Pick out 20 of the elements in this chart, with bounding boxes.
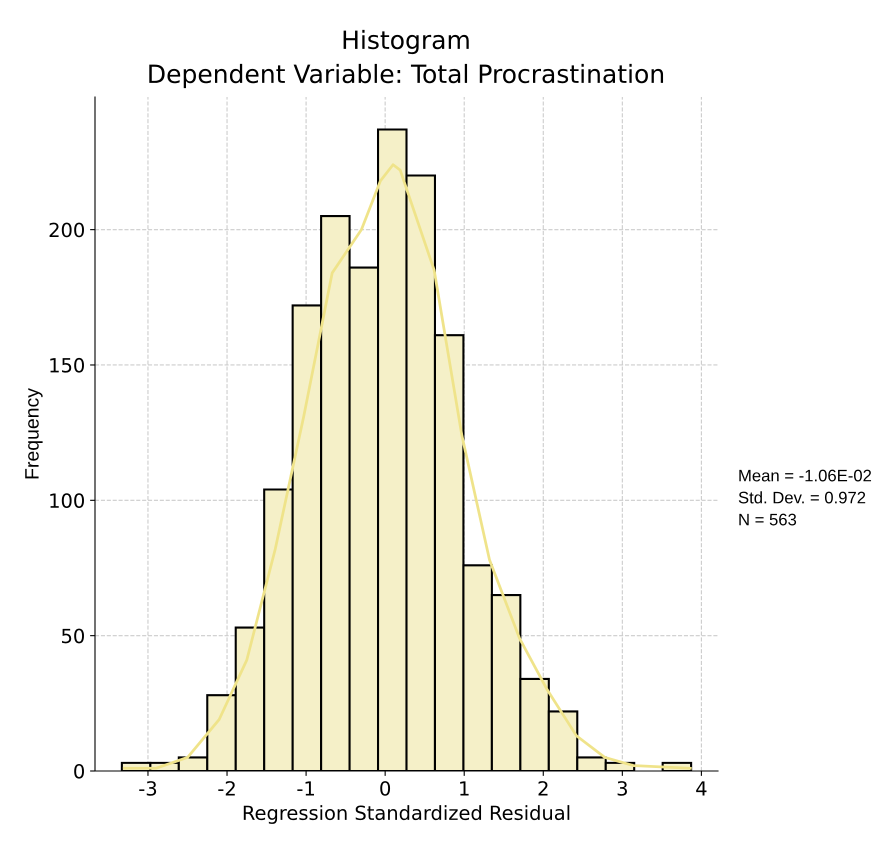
x-tick-label: 2 (538, 781, 548, 796)
y-axis-title: Frequency (25, 388, 43, 478)
x-axis-title: Regression Standardized Residual (244, 805, 570, 824)
x-tick-label: -2 (218, 781, 235, 796)
y-tick-label: 50 (62, 628, 84, 644)
text: Mean = -1.06E-02 (739, 470, 872, 482)
chart-subtitle: Dependent Variable: Total Procrastination (149, 64, 664, 88)
x-tick-label: 1 (460, 781, 469, 796)
y-tick-label: 100 (50, 493, 84, 508)
x-tick-label: -1 (297, 781, 314, 796)
y-tick-label: 150 (50, 358, 84, 373)
x-tick-label: 4 (696, 781, 706, 796)
y-tick-label: 0 (74, 764, 84, 779)
x-tick-label: -3 (139, 781, 156, 796)
x-tick-label: 3 (618, 781, 627, 796)
chart-title: Histogram (344, 30, 469, 54)
text: Std. Dev. = 0.972 (738, 491, 866, 504)
y-tick-label: 200 (50, 222, 84, 238)
text: N = 563 (739, 514, 796, 526)
x-tick-label: 0 (380, 781, 390, 796)
